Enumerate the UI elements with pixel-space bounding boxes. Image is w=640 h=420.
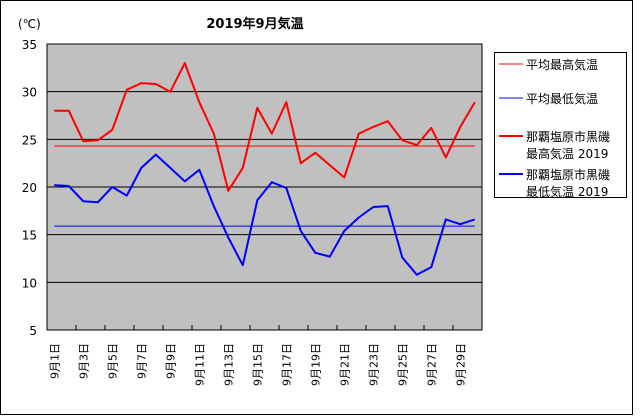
- x-tick-label: 9月5日: [106, 343, 119, 379]
- series-line-2: [54, 62, 476, 192]
- y-tick-label: 35: [22, 38, 37, 52]
- x-tick-label: 9月27日: [425, 343, 438, 386]
- x-tick-label: 9月3日: [77, 343, 90, 379]
- y-axis-label: (℃): [18, 17, 41, 31]
- x-tick-label: 9月23日: [367, 343, 380, 386]
- y-tick-label: 25: [22, 133, 37, 147]
- legend-label: 那覇塩原市黒磯: [526, 129, 610, 144]
- y-tick-label: 30: [22, 86, 37, 100]
- legend-label: 最低気温 2019: [526, 184, 608, 199]
- legend-label: 平均最高気温: [526, 57, 598, 72]
- y-tick-label: 15: [22, 229, 37, 243]
- x-tick-label: 9月9日: [164, 343, 177, 379]
- y-tick-label: 10: [22, 276, 37, 290]
- y-tick-label: 5: [29, 324, 37, 338]
- x-tick-label: 9月11日: [193, 343, 206, 386]
- y-tick-label: 20: [22, 181, 37, 195]
- legend-label: 最高気温 2019: [526, 146, 608, 161]
- x-tick-label: 9月19日: [309, 343, 322, 386]
- legend-label: 平均最低気温: [526, 91, 598, 106]
- x-tick-label: 9月15日: [251, 343, 264, 386]
- legend-label: 那覇塩原市黒磯: [526, 167, 610, 182]
- series-line-3: [54, 153, 476, 276]
- chart-title: 2019年9月気温: [206, 16, 303, 32]
- x-tick-label: 9月29日: [454, 343, 467, 386]
- x-tick-label: 9月17日: [280, 343, 293, 386]
- x-tick-label: 9月1日: [48, 343, 61, 379]
- x-tick-label: 9月7日: [135, 343, 148, 379]
- x-tick-label: 9月21日: [338, 343, 351, 386]
- x-tick-label: 9月25日: [396, 343, 409, 386]
- x-tick-label: 9月13日: [222, 343, 235, 386]
